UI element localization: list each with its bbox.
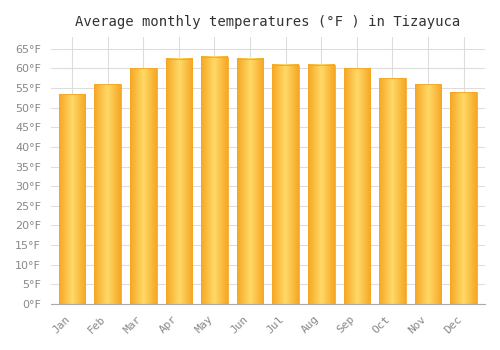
- Bar: [236, 59, 264, 304]
- Bar: [344, 69, 370, 304]
- Bar: [201, 57, 228, 304]
- Bar: [272, 64, 299, 304]
- Bar: [379, 78, 406, 304]
- Bar: [414, 84, 442, 304]
- Bar: [166, 59, 192, 304]
- Bar: [130, 69, 156, 304]
- Bar: [58, 94, 86, 304]
- Bar: [308, 64, 334, 304]
- Title: Average monthly temperatures (°F ) in Tizayuca: Average monthly temperatures (°F ) in Ti…: [75, 15, 460, 29]
- Bar: [450, 92, 477, 304]
- Bar: [94, 84, 121, 304]
